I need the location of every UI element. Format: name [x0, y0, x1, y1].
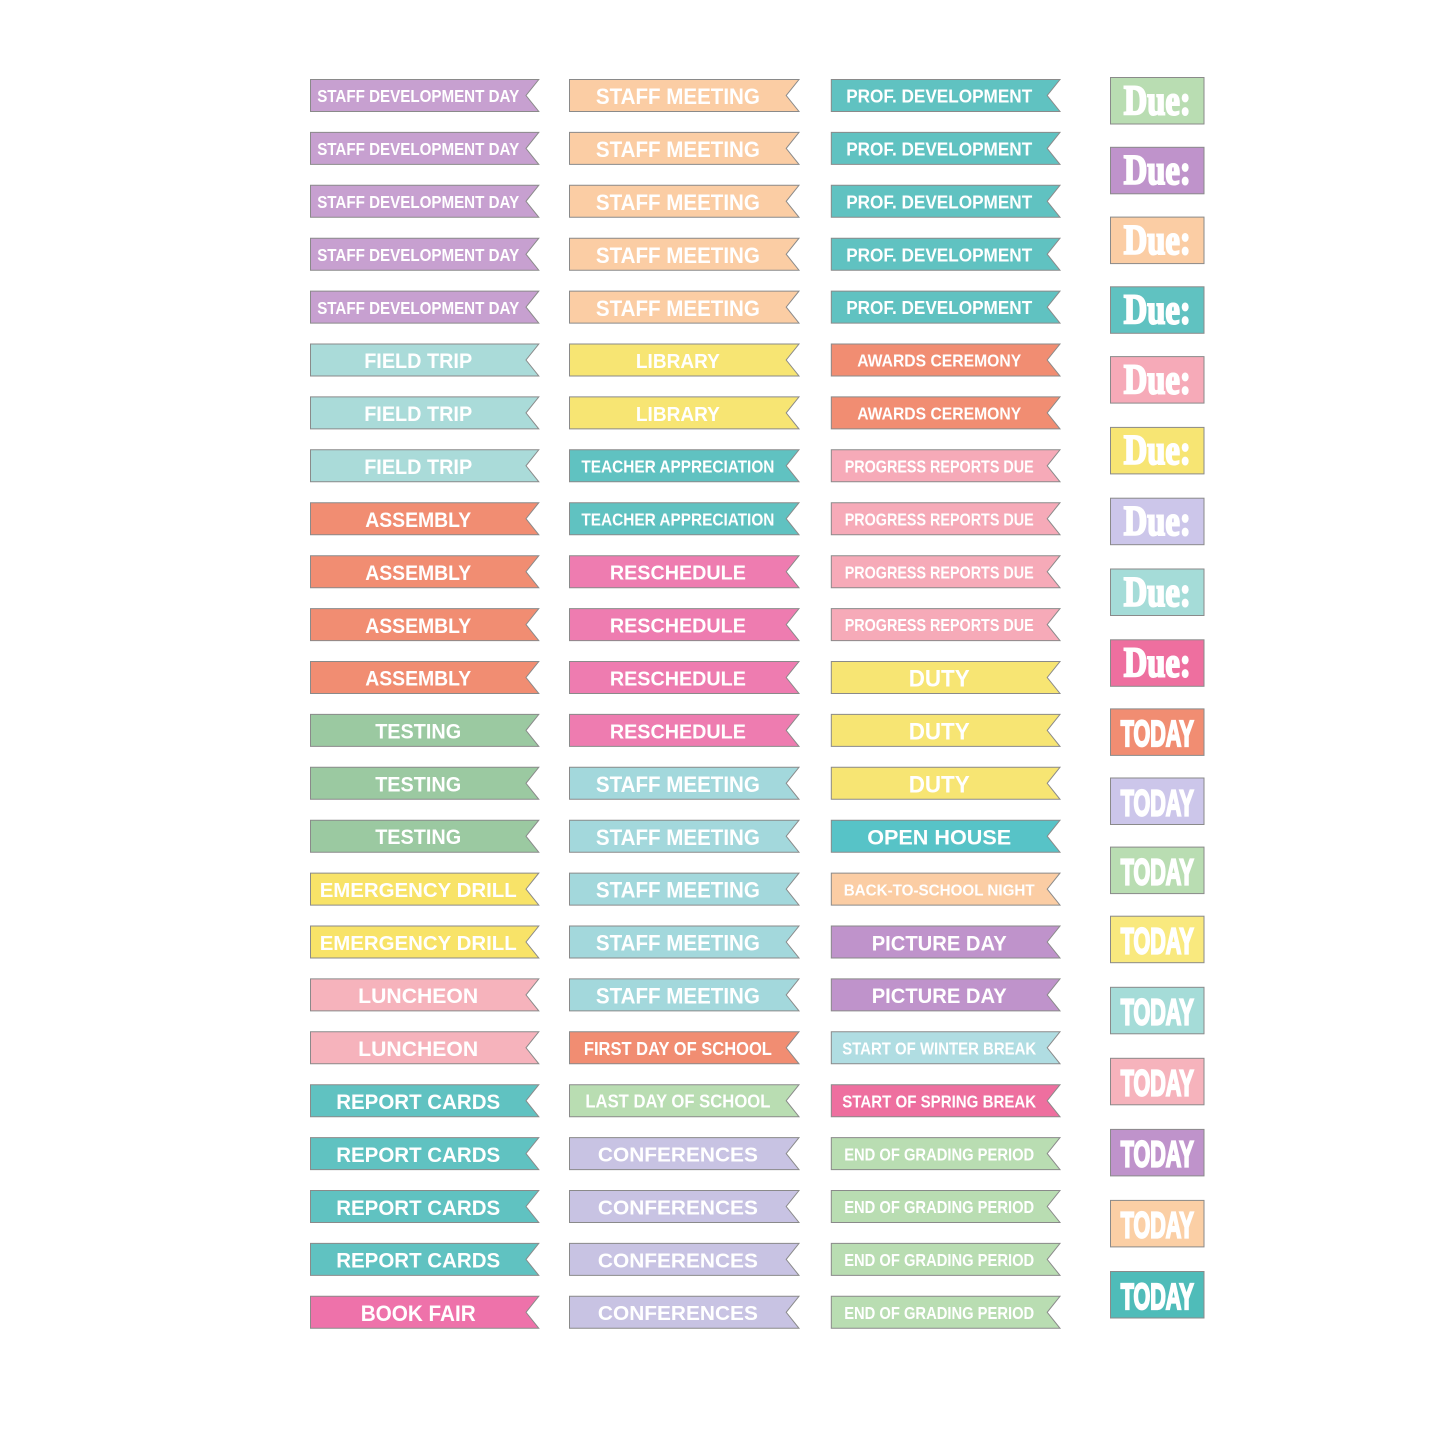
svg-text:PROGRESS REPORTS DUE: PROGRESS REPORTS DUE	[845, 458, 1034, 477]
svg-text:REPORT CARDS: REPORT CARDS	[336, 1089, 500, 1114]
svg-text:TESTING: TESTING	[375, 773, 461, 796]
svg-text:START OF SPRING BREAK: START OF SPRING BREAK	[842, 1092, 1036, 1112]
svg-text:TODAY: TODAY	[1121, 1135, 1194, 1175]
svg-text:STAFF DEVELOPMENT DAY: STAFF DEVELOPMENT DAY	[317, 192, 519, 212]
svg-text:PROGRESS REPORTS DUE: PROGRESS REPORTS DUE	[845, 510, 1034, 529]
svg-text:RESCHEDULE: RESCHEDULE	[610, 562, 746, 585]
svg-text:STAFF MEETING: STAFF MEETING	[596, 931, 760, 956]
svg-text:Due:: Due:	[1124, 288, 1191, 334]
svg-text:Due:: Due:	[1124, 428, 1191, 474]
svg-text:Due:: Due:	[1124, 570, 1191, 616]
svg-text:TODAY: TODAY	[1121, 852, 1194, 892]
svg-text:CONFERENCES: CONFERENCES	[598, 1302, 758, 1325]
svg-text:DUTY: DUTY	[909, 666, 970, 693]
svg-text:STAFF MEETING: STAFF MEETING	[596, 137, 760, 162]
svg-text:RESCHEDULE: RESCHEDULE	[610, 720, 746, 743]
svg-text:PROF. DEVELOPMENT: PROF. DEVELOPMENT	[846, 192, 1032, 212]
svg-text:LUNCHEON: LUNCHEON	[358, 1038, 478, 1061]
svg-text:TODAY: TODAY	[1121, 922, 1194, 962]
svg-text:END OF GRADING PERIOD: END OF GRADING PERIOD	[844, 1198, 1034, 1217]
svg-text:LUNCHEON: LUNCHEON	[358, 985, 478, 1008]
svg-text:FIELD TRIP: FIELD TRIP	[364, 455, 472, 479]
svg-text:LIBRARY: LIBRARY	[636, 350, 720, 373]
svg-text:REPORT CARDS: REPORT CARDS	[336, 1248, 500, 1273]
svg-text:PROF. DEVELOPMENT: PROF. DEVELOPMENT	[846, 298, 1032, 318]
svg-text:LIBRARY: LIBRARY	[636, 403, 720, 426]
svg-text:REPORT CARDS: REPORT CARDS	[336, 1195, 500, 1220]
svg-text:TODAY: TODAY	[1121, 714, 1194, 754]
svg-text:TODAY: TODAY	[1121, 1277, 1194, 1317]
svg-text:FIRST DAY OF SCHOOL: FIRST DAY OF SCHOOL	[584, 1039, 772, 1059]
svg-text:Due:: Due:	[1124, 218, 1191, 264]
svg-text:TODAY: TODAY	[1121, 1064, 1194, 1104]
svg-text:STAFF DEVELOPMENT DAY: STAFF DEVELOPMENT DAY	[317, 298, 519, 318]
svg-text:EMERGENCY DRILL: EMERGENCY DRILL	[320, 933, 517, 955]
svg-text:TODAY: TODAY	[1121, 993, 1194, 1033]
svg-text:TESTING: TESTING	[375, 720, 461, 743]
svg-text:PROF. DEVELOPMENT: PROF. DEVELOPMENT	[846, 87, 1032, 107]
svg-text:EMERGENCY DRILL: EMERGENCY DRILL	[320, 880, 517, 902]
svg-text:PROF. DEVELOPMENT: PROF. DEVELOPMENT	[846, 139, 1032, 159]
svg-text:STAFF MEETING: STAFF MEETING	[596, 243, 760, 268]
svg-text:RESCHEDULE: RESCHEDULE	[610, 615, 746, 638]
svg-text:STAFF MEETING: STAFF MEETING	[596, 84, 760, 109]
svg-text:OPEN HOUSE: OPEN HOUSE	[867, 825, 1011, 850]
svg-text:STAFF DEVELOPMENT DAY: STAFF DEVELOPMENT DAY	[317, 245, 519, 265]
svg-text:ASSEMBLY: ASSEMBLY	[365, 614, 471, 638]
svg-text:TODAY: TODAY	[1121, 783, 1194, 823]
svg-text:Due:: Due:	[1124, 78, 1191, 124]
svg-text:DUTY: DUTY	[909, 771, 970, 798]
svg-text:TODAY: TODAY	[1121, 1206, 1194, 1246]
svg-text:Due:: Due:	[1124, 148, 1191, 194]
svg-text:FIELD TRIP: FIELD TRIP	[364, 402, 472, 426]
svg-text:AWARDS CEREMONY: AWARDS CEREMONY	[857, 352, 1022, 371]
svg-text:BOOK FAIR: BOOK FAIR	[361, 1301, 476, 1326]
svg-text:STAFF DEVELOPMENT DAY: STAFF DEVELOPMENT DAY	[317, 139, 519, 159]
svg-text:STAFF MEETING: STAFF MEETING	[596, 772, 760, 797]
svg-text:STAFF MEETING: STAFF MEETING	[596, 825, 760, 850]
svg-text:PICTURE DAY: PICTURE DAY	[872, 930, 1007, 955]
svg-text:PROGRESS REPORTS DUE: PROGRESS REPORTS DUE	[845, 563, 1034, 582]
svg-text:TEACHER APPRECIATION: TEACHER APPRECIATION	[581, 510, 774, 529]
svg-text:STAFF MEETING: STAFF MEETING	[596, 878, 760, 903]
svg-text:PICTURE DAY: PICTURE DAY	[872, 983, 1007, 1008]
svg-text:DUTY: DUTY	[909, 719, 970, 746]
svg-text:ASSEMBLY: ASSEMBLY	[365, 508, 471, 532]
svg-text:LAST DAY OF SCHOOL: LAST DAY OF SCHOOL	[585, 1092, 770, 1112]
svg-text:PROF. DEVELOPMENT: PROF. DEVELOPMENT	[846, 245, 1032, 265]
svg-text:END OF GRADING PERIOD: END OF GRADING PERIOD	[844, 1251, 1034, 1270]
svg-text:CONFERENCES: CONFERENCES	[598, 1144, 758, 1167]
svg-text:STAFF DEVELOPMENT DAY: STAFF DEVELOPMENT DAY	[317, 86, 519, 106]
svg-text:PROGRESS REPORTS DUE: PROGRESS REPORTS DUE	[845, 616, 1034, 635]
svg-text:FIELD TRIP: FIELD TRIP	[364, 349, 472, 373]
svg-text:BACK-TO-SCHOOL NIGHT: BACK-TO-SCHOOL NIGHT	[844, 882, 1035, 899]
svg-text:STAFF MEETING: STAFF MEETING	[596, 190, 760, 215]
svg-text:END OF GRADING PERIOD: END OF GRADING PERIOD	[844, 1304, 1034, 1323]
svg-text:CONFERENCES: CONFERENCES	[598, 1249, 758, 1272]
svg-text:START OF WINTER BREAK: START OF WINTER BREAK	[842, 1039, 1036, 1059]
svg-text:TEACHER APPRECIATION: TEACHER APPRECIATION	[581, 458, 774, 477]
svg-text:END OF GRADING PERIOD: END OF GRADING PERIOD	[844, 1145, 1034, 1164]
svg-text:REPORT CARDS: REPORT CARDS	[336, 1142, 500, 1167]
svg-text:Due:: Due:	[1124, 357, 1191, 403]
svg-text:ASSEMBLY: ASSEMBLY	[365, 667, 471, 691]
svg-text:STAFF MEETING: STAFF MEETING	[596, 984, 760, 1009]
svg-text:ASSEMBLY: ASSEMBLY	[365, 561, 471, 585]
svg-text:AWARDS CEREMONY: AWARDS CEREMONY	[857, 405, 1022, 424]
svg-text:CONFERENCES: CONFERENCES	[598, 1196, 758, 1219]
svg-text:Due:: Due:	[1124, 641, 1191, 687]
svg-text:TESTING: TESTING	[375, 826, 461, 849]
svg-text:Due:: Due:	[1124, 499, 1191, 545]
svg-text:RESCHEDULE: RESCHEDULE	[610, 667, 746, 690]
svg-text:STAFF MEETING: STAFF MEETING	[596, 296, 760, 321]
